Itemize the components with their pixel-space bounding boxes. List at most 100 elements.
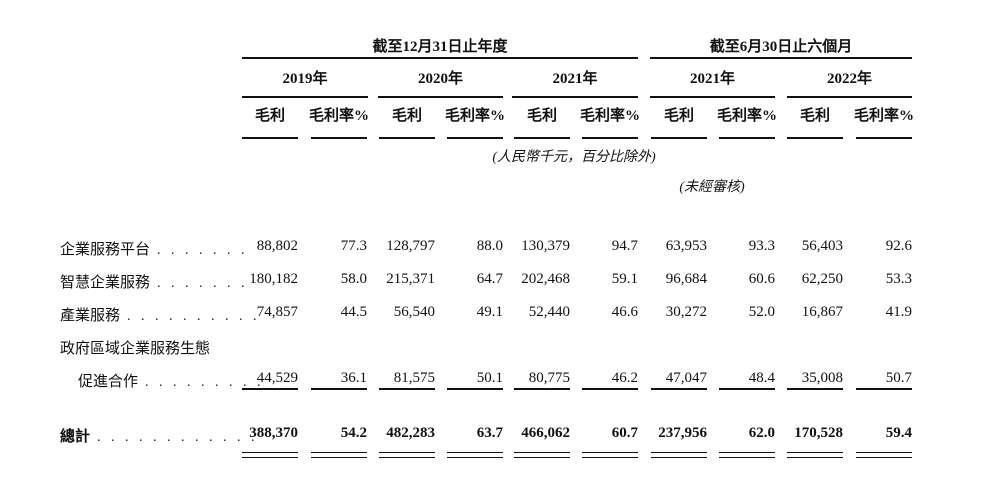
table-rule: [582, 388, 638, 390]
table-rule: [787, 388, 843, 390]
table-rule: [856, 137, 912, 139]
leader-dots: . . . . . . . . . .: [127, 309, 261, 324]
total-value-cell: 62.0: [748, 425, 775, 441]
period-header-interim: 截至6月30日止六個月: [709, 39, 853, 55]
leader-dots: . . . . . . .: [157, 276, 249, 291]
value-cell: 53.3: [885, 271, 912, 287]
column-header-gross-profit: 毛利: [799, 108, 830, 124]
value-cell: 56,540: [393, 304, 435, 320]
note-unaudited: (未經審核): [679, 180, 745, 195]
row-label: 智慧企業服務 . . . . . . .: [60, 271, 245, 292]
row-label-text: 政府區域企業服務生態: [60, 341, 211, 357]
table-rule: [242, 137, 298, 139]
year-header-2020: 2020年: [417, 71, 463, 87]
table-rule: [447, 388, 503, 390]
value-cell: 50.1: [476, 370, 503, 386]
value-cell: 202,468: [521, 271, 570, 287]
total-value-cell: 170,528: [794, 425, 843, 441]
value-cell: 52.0: [748, 304, 775, 320]
column-header-gross-profit: 毛利: [254, 108, 285, 124]
row-label-text: 企業服務平台: [60, 242, 151, 258]
value-cell: 30,272: [665, 304, 707, 320]
row-label-text: 智慧企業服務: [60, 275, 151, 291]
column-header-gross-profit: 毛利: [526, 108, 557, 124]
row-label-text: 總計: [60, 429, 91, 445]
table-rule: [856, 388, 912, 390]
value-cell: 44,529: [256, 370, 298, 386]
column-header-gross-margin: 毛利率%: [444, 108, 505, 124]
table-rule: [379, 388, 435, 390]
total-value-cell: 466,062: [521, 425, 570, 441]
table-rule: [379, 137, 435, 139]
table-rule: [378, 96, 503, 98]
table-rule: [787, 137, 843, 139]
column-header-gross-profit: 毛利: [391, 108, 422, 124]
table-rule: [719, 388, 775, 390]
row-label-text: 促進合作: [78, 374, 139, 390]
total-value-cell: 54.2: [340, 425, 367, 441]
year-header-2019: 2019年: [282, 71, 328, 87]
value-cell: 49.1: [476, 304, 503, 320]
double-rule: [379, 452, 435, 458]
table-rule: [719, 137, 775, 139]
table-rule: [311, 137, 367, 139]
table-rule: [514, 388, 570, 390]
double-rule: [856, 452, 912, 458]
column-header-gross-margin: 毛利率%: [308, 108, 369, 124]
table-rule: [650, 96, 775, 98]
total-value-cell: 59.4: [885, 425, 912, 441]
value-cell: 130,379: [521, 238, 570, 254]
row-label: 政府區域企業服務生態: [60, 337, 236, 358]
row-label: 促進合作 . . . . . . . . .: [78, 370, 261, 391]
total-value-cell: 482,283: [386, 425, 435, 441]
value-cell: 80,775: [528, 370, 570, 386]
table-rule: [311, 388, 367, 390]
value-cell: 50.7: [885, 370, 912, 386]
value-cell: 64.7: [476, 271, 503, 287]
value-cell: 88.0: [476, 238, 503, 254]
table-rule: [582, 137, 638, 139]
table-rule: [242, 57, 638, 59]
year-header-2021: 2021年: [552, 71, 598, 87]
row-label-text: 產業服務: [60, 308, 121, 324]
table-rule: [447, 137, 503, 139]
value-cell: 36.1: [340, 370, 367, 386]
value-cell: 44.5: [340, 304, 367, 320]
value-cell: 46.2: [611, 370, 638, 386]
table-rule: [514, 137, 570, 139]
value-cell: 81,575: [393, 370, 435, 386]
period-header-annual: 截至12月31日止年度: [372, 39, 508, 55]
value-cell: 94.7: [611, 238, 638, 254]
leader-dots: . . . . . . . . .: [145, 375, 265, 390]
value-cell: 215,371: [386, 271, 435, 287]
total-row-label: 總計 . . . . . . . . . . . .: [60, 425, 255, 446]
value-cell: 47,047: [665, 370, 707, 386]
value-cell: 77.3: [340, 238, 367, 254]
column-header-gross-profit: 毛利: [663, 108, 694, 124]
table-rule: [650, 57, 912, 59]
table-rule: [651, 388, 707, 390]
double-rule: [447, 452, 503, 458]
value-cell: 74,857: [256, 304, 298, 320]
double-rule: [242, 452, 298, 458]
leader-dots: . . . . . . .: [157, 243, 249, 258]
double-rule: [651, 452, 707, 458]
value-cell: 62,250: [801, 271, 843, 287]
table-rule: [787, 96, 912, 98]
table-rule: [651, 137, 707, 139]
value-cell: 16,867: [801, 304, 843, 320]
total-value-cell: 237,956: [658, 425, 707, 441]
value-cell: 88,802: [256, 238, 298, 254]
leader-dots: . . . . . . . . . . . .: [97, 430, 259, 445]
note-currency-unit: (人民幣千元，百分比除外): [492, 150, 656, 165]
double-rule: [514, 452, 570, 458]
value-cell: 48.4: [748, 370, 775, 386]
double-rule: [719, 452, 775, 458]
value-cell: 60.6: [748, 271, 775, 287]
value-cell: 46.6: [611, 304, 638, 320]
double-rule: [787, 452, 843, 458]
value-cell: 63,953: [665, 238, 707, 254]
row-label: 企業服務平台 . . . . . . .: [60, 238, 245, 259]
column-header-gross-margin: 毛利率%: [579, 108, 640, 124]
